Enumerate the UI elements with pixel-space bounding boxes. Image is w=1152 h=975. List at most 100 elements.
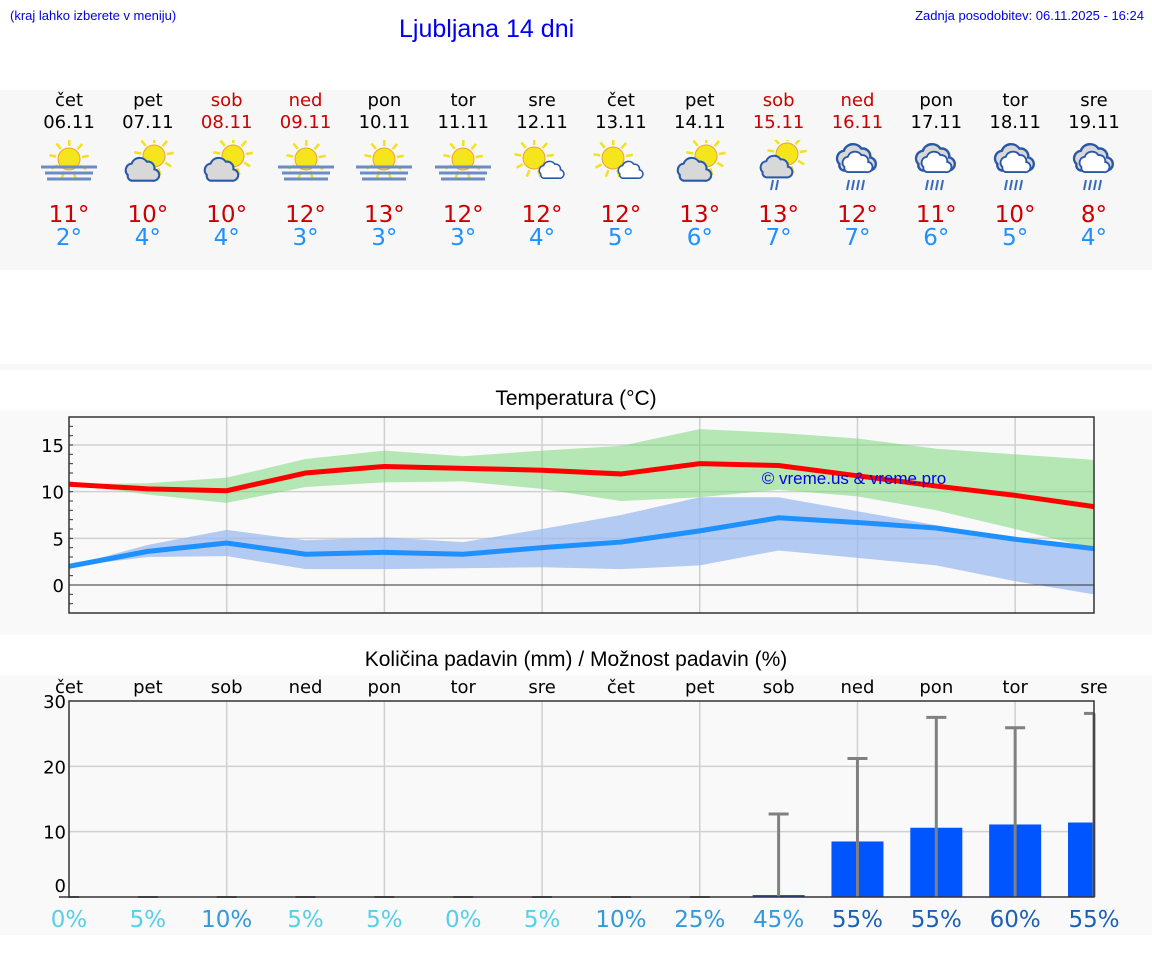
- day-name: sre: [528, 90, 556, 111]
- page-title: Ljubljana 14 dni: [399, 15, 575, 43]
- day-name: ned: [840, 90, 875, 111]
- max-temp: 13°: [758, 202, 799, 228]
- day-date: 07.11: [122, 112, 174, 133]
- cloud-rain-icon: [1054, 136, 1134, 198]
- day-column: pon 10.11 13° 3°: [344, 90, 424, 251]
- min-temp: 4°: [213, 225, 240, 251]
- probability-label: 5%: [287, 907, 324, 933]
- probability-label: 5%: [524, 907, 561, 933]
- min-temp: 3°: [450, 225, 477, 251]
- y-tick-label: 10: [43, 823, 66, 844]
- min-temp: 5°: [1002, 225, 1029, 251]
- probability-label: 0%: [445, 907, 482, 933]
- day-date: 14.11: [674, 112, 726, 133]
- day-column: pet 14.11 13° 6°: [660, 90, 740, 251]
- y-tick-label: 5: [53, 529, 64, 550]
- category-label: sre: [528, 677, 555, 698]
- sun-fog-icon: [266, 136, 346, 198]
- day-date: 18.11: [989, 112, 1041, 133]
- temp-chart-title: Temperatura (°C): [495, 387, 657, 410]
- category-label: ned: [289, 677, 323, 698]
- range-band: [69, 429, 1094, 549]
- day-date: 10.11: [358, 112, 411, 133]
- y-tick-label: 0: [55, 876, 66, 897]
- probability-label: 55%: [1068, 907, 1119, 933]
- day-name: sre: [1080, 90, 1108, 111]
- divider: [0, 364, 1152, 370]
- category-label: pon: [919, 677, 953, 698]
- temperature-chart: 0 5 10 15 © vreme.us & vreme.pro: [0, 410, 1152, 635]
- day-column: sob 08.11 10° 4°: [187, 90, 267, 251]
- last-updated: Zadnja posodobitev: 06.11.2025 - 16:24: [915, 8, 1144, 23]
- day-column: sre 12.11 12° 4°: [502, 90, 582, 251]
- min-temp: 7°: [844, 225, 871, 251]
- category-label: čet: [55, 677, 83, 698]
- day-date: 15.11: [752, 112, 805, 133]
- max-temp: 12°: [285, 202, 326, 228]
- day-column: čet 06.11 11° 2°: [29, 90, 109, 251]
- cloud-rain-icon: [975, 136, 1055, 198]
- day-date: 12.11: [516, 112, 568, 133]
- category-label: sob: [763, 677, 795, 698]
- sun-cloud-rain-icon: [739, 136, 819, 198]
- day-date: 16.11: [831, 112, 884, 133]
- day-column: pon 17.11 11° 6°: [896, 90, 976, 251]
- probability-label: 25%: [674, 907, 725, 933]
- probability-label: 45%: [753, 907, 804, 933]
- partly-cloudy-icon: [108, 136, 188, 198]
- day-date: 08.11: [200, 112, 253, 133]
- day-name: pet: [684, 90, 715, 111]
- day-date: 09.11: [279, 112, 332, 133]
- max-temp: 10°: [127, 202, 169, 228]
- day-date: 13.11: [595, 112, 647, 133]
- day-date: 11.11: [437, 112, 489, 133]
- day-name: pon: [919, 90, 954, 111]
- min-temp: 5°: [607, 225, 634, 251]
- min-temp: 4°: [1080, 225, 1108, 251]
- max-temp: 12°: [442, 202, 484, 228]
- max-temp: 12°: [521, 202, 563, 228]
- category-label: sre: [1080, 677, 1107, 698]
- category-label: čet: [607, 677, 635, 698]
- location-hint: (kraj lahko izberete v meniju): [10, 8, 177, 23]
- forecast-strip: [0, 90, 1152, 270]
- day-date: 19.11: [1068, 112, 1120, 133]
- day-name: ned: [288, 90, 323, 111]
- min-temp: 4°: [134, 225, 161, 251]
- day-name: tor: [450, 90, 476, 111]
- day-name: čet: [606, 90, 635, 111]
- plot-frame: [68, 416, 1095, 614]
- cloud-rain-icon: [817, 136, 897, 198]
- probability-label: 55%: [832, 907, 883, 933]
- precip-bar: [1068, 822, 1093, 897]
- max-temp: 12°: [837, 202, 878, 228]
- sun-small-cloud-icon: [502, 136, 582, 198]
- sun-small-cloud-icon: [581, 136, 661, 198]
- probability-label: 0%: [51, 907, 88, 933]
- y-tick-label: 0: [53, 576, 64, 597]
- probability-label: 55%: [911, 907, 962, 933]
- y-tick-label: 15: [41, 436, 64, 457]
- min-temp: 6°: [923, 225, 950, 251]
- probability-label: 60%: [990, 907, 1041, 933]
- watermark: © vreme.us & vreme.pro: [762, 469, 946, 488]
- max-temp: 13°: [679, 202, 721, 228]
- day-name: tor: [1002, 90, 1028, 111]
- day-column: sre 19.11 8° 4°: [1054, 90, 1134, 251]
- day-column: tor 11.11 12° 3°: [423, 90, 503, 251]
- max-temp: 10°: [994, 202, 1036, 228]
- max-temp: 10°: [206, 202, 248, 228]
- day-name: čet: [54, 90, 84, 111]
- chart-background: [0, 675, 1152, 935]
- day-name: pon: [367, 90, 402, 111]
- max-temp: 13°: [363, 202, 405, 228]
- category-label: sob: [211, 677, 243, 698]
- day-column: pet 07.11 10° 4°: [108, 90, 188, 251]
- day-name: sob: [210, 90, 243, 111]
- probability-label: 10%: [201, 907, 252, 933]
- probability-label: 5%: [366, 907, 403, 933]
- category-label: pet: [133, 677, 163, 698]
- day-name: pet: [133, 90, 163, 111]
- min-temp: 6°: [686, 225, 713, 251]
- category-label: tor: [1002, 677, 1028, 698]
